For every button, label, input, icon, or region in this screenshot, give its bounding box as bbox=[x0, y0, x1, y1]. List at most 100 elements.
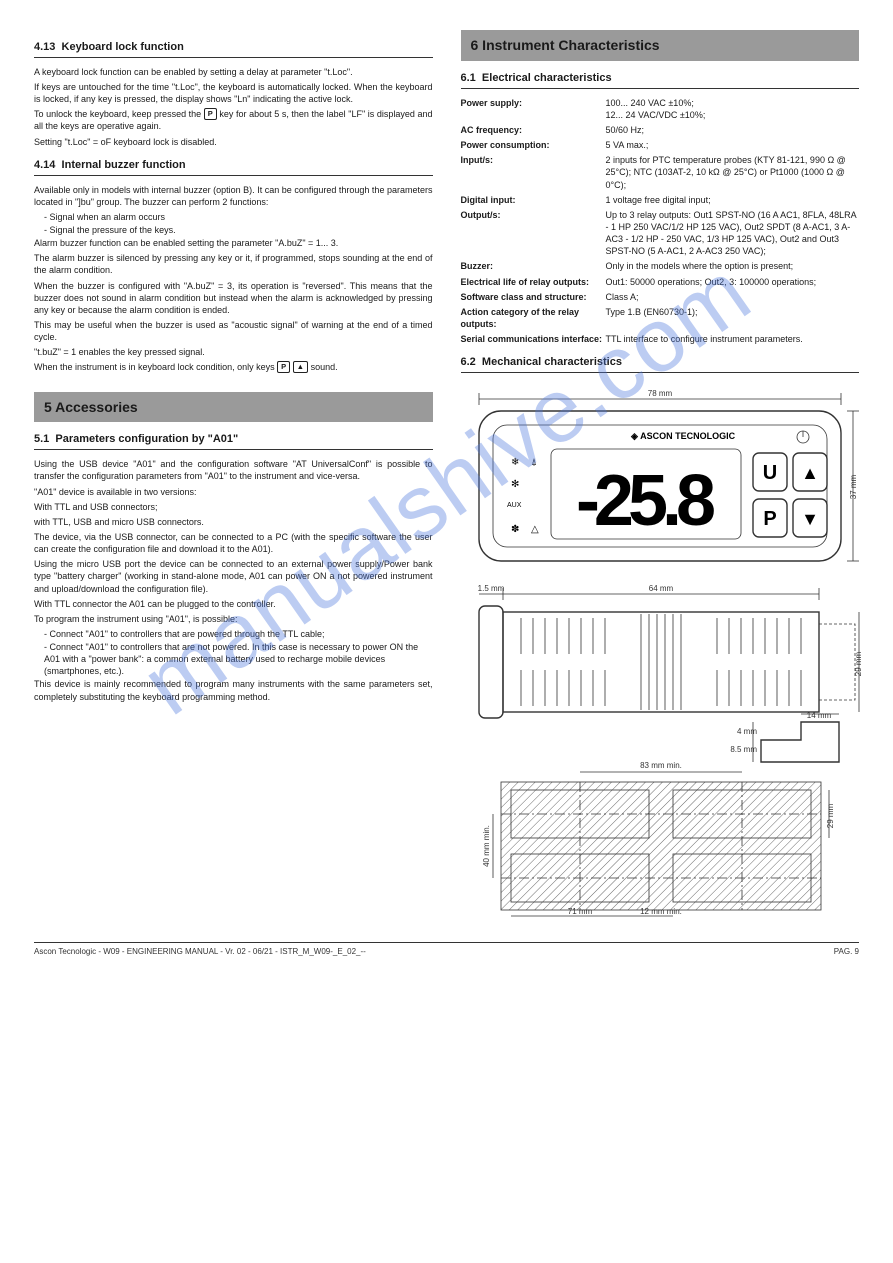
spec-val: Only in the models where the option is p… bbox=[606, 260, 860, 272]
spec-row: AC frequency:50/60 Hz; bbox=[461, 124, 860, 136]
h-num: 6.1 bbox=[461, 72, 476, 84]
spec-key: Electrical life of relay outputs: bbox=[461, 276, 606, 288]
body-text: Alarm buzzer function can be enabled set… bbox=[34, 237, 433, 249]
h-num: 4.14 bbox=[34, 159, 55, 171]
h-num: 4.13 bbox=[34, 41, 55, 53]
alarm-icon: △ bbox=[531, 524, 539, 535]
rule bbox=[461, 88, 860, 89]
key-u: U bbox=[762, 462, 776, 484]
section-6-1-title: 6.1 Electrical characteristics bbox=[461, 71, 860, 86]
spec-key: Digital input: bbox=[461, 194, 606, 206]
spec-row: Electrical life of relay outputs:Out1: 5… bbox=[461, 276, 860, 288]
star-icon: ✽ bbox=[511, 524, 519, 535]
chapter-5-bar: 5 Accessories bbox=[34, 392, 433, 423]
page-footer: Ascon Tecnologic - W09 - ENGINEERING MAN… bbox=[34, 942, 859, 958]
right-column: 6 Instrument Characteristics 6.1 Electri… bbox=[461, 30, 860, 920]
spec-val: Class A; bbox=[606, 291, 860, 303]
spec-row: Serial communications interface:TTL inte… bbox=[461, 333, 860, 345]
h-text: Internal buzzer function bbox=[62, 159, 186, 171]
body-text: The device, via the USB connector, can b… bbox=[34, 531, 433, 555]
bullet-list: Signal when an alarm occurs Signal the p… bbox=[34, 211, 433, 236]
dim-cut-b: 71 mm bbox=[567, 907, 592, 916]
spec-key: Power consumption: bbox=[461, 139, 606, 151]
body-text: With TTL and USB connectors; bbox=[34, 501, 433, 513]
body-text: Available only in models with internal b… bbox=[34, 184, 433, 208]
left-column: 4.13 Keyboard lock function A keyboard l… bbox=[34, 30, 433, 920]
body-text: This may be useful when the buzzer is us… bbox=[34, 319, 433, 343]
spec-row: Input/s:2 inputs for PTC temperature pro… bbox=[461, 154, 860, 190]
spec-key: Power supply: bbox=[461, 97, 606, 121]
section-4-13-title: 4.13 Keyboard lock function bbox=[34, 40, 433, 55]
rule bbox=[34, 175, 433, 176]
bullet-list: Connect "A01" to controllers that are po… bbox=[34, 628, 433, 678]
spec-row: Action category of the relay outputs:Typ… bbox=[461, 306, 860, 330]
body-text: When the instrument is in keyboard lock … bbox=[34, 361, 433, 373]
section-6-2-title: 6.2 Mechanical characteristics bbox=[461, 355, 860, 370]
h-text: Mechanical characteristics bbox=[482, 356, 622, 368]
fan-icon: ✻ bbox=[511, 479, 519, 490]
dim-cut-top: 83 mm min. bbox=[640, 761, 682, 770]
dim-front-h: 37 mm bbox=[849, 475, 858, 500]
body-text: With TTL connector the A01 can be plugge… bbox=[34, 598, 433, 610]
rule bbox=[34, 57, 433, 58]
h-num: 5.1 bbox=[34, 433, 49, 445]
list-item: Signal when an alarm occurs bbox=[44, 211, 433, 223]
h-text: Electrical characteristics bbox=[482, 72, 612, 84]
spec-val: Type 1.B (EN60730-1); bbox=[606, 306, 860, 330]
body-text: with TTL, USB and micro USB connectors. bbox=[34, 516, 433, 528]
spec-key: Input/s: bbox=[461, 154, 606, 190]
txt: When the instrument is in keyboard lock … bbox=[34, 362, 277, 372]
list-item: Signal the pressure of the keys. bbox=[44, 224, 433, 236]
spec-key: AC frequency: bbox=[461, 124, 606, 136]
body-text: Using the USB device "A01" and the confi… bbox=[34, 458, 433, 482]
spec-row: Buzzer:Only in the models where the opti… bbox=[461, 260, 860, 272]
chapter-6-bar: 6 Instrument Characteristics bbox=[461, 30, 860, 61]
body-text: Using the micro USB port the device can … bbox=[34, 558, 433, 594]
spec-val: 5 VA max.; bbox=[606, 139, 860, 151]
dim-front-w: 78 mm bbox=[647, 389, 672, 398]
dim-bezel-depth: 1.5 mm bbox=[477, 584, 504, 593]
body-text: A keyboard lock function can be enabled … bbox=[34, 66, 433, 78]
spec-key: Serial communications interface: bbox=[461, 333, 606, 345]
dim-body-depth: 64 mm bbox=[648, 584, 673, 593]
list-item: Connect "A01" to controllers that are no… bbox=[44, 641, 433, 677]
aux-label: AUX bbox=[507, 502, 522, 509]
keycap-up-icon: ▲ bbox=[293, 361, 308, 373]
spec-key: Action category of the relay outputs: bbox=[461, 306, 606, 330]
mechanical-drawing: 78 mm ◈ ASCON TECNOLOGIC -25.8 ❄ ⍋ ✻ AUX… bbox=[461, 387, 860, 920]
spec-row: Output/s:Up to 3 relay outputs: Out1 SPS… bbox=[461, 209, 860, 258]
spec-val: TTL interface to configure instrument pa… bbox=[606, 333, 860, 345]
key-p: P bbox=[763, 508, 776, 530]
txt: To unlock the keyboard, keep pressed the bbox=[34, 109, 204, 119]
spec-row: Software class and structure:Class A; bbox=[461, 291, 860, 303]
txt: sound. bbox=[311, 362, 338, 372]
h-num: 6.2 bbox=[461, 356, 476, 368]
lcd-value: -25.8 bbox=[575, 461, 713, 541]
drawing-svg: 78 mm ◈ ASCON TECNOLOGIC -25.8 ❄ ⍋ ✻ AUX… bbox=[461, 387, 861, 917]
body-text: "t.buZ" = 1 enables the key pressed sign… bbox=[34, 346, 433, 358]
h-text: Keyboard lock function bbox=[62, 41, 184, 53]
spec-val: Out1: 50000 operations; Out2, 3: 100000 … bbox=[606, 276, 860, 288]
spec-row: Power supply:100... 240 VAC ±10%; 12... … bbox=[461, 97, 860, 121]
spec-key: Output/s: bbox=[461, 209, 606, 258]
section-5-1-title: 5.1 Parameters configuration by "A01" bbox=[34, 432, 433, 447]
spec-key: Buzzer: bbox=[461, 260, 606, 272]
rule bbox=[34, 449, 433, 450]
footer-left: Ascon Tecnologic - W09 - ENGINEERING MAN… bbox=[34, 947, 447, 958]
spec-row: Power consumption:5 VA max.; bbox=[461, 139, 860, 151]
dim-cut-h: 29 mm bbox=[826, 804, 835, 829]
spec-key: Software class and structure: bbox=[461, 291, 606, 303]
spec-val: 100... 240 VAC ±10%; 12... 24 VAC/VDC ±1… bbox=[606, 97, 860, 121]
section-4-14-title: 4.14 Internal buzzer function bbox=[34, 158, 433, 173]
snow-icon: ❄ bbox=[511, 457, 519, 468]
list-item: Connect "A01" to controllers that are po… bbox=[44, 628, 433, 640]
spec-val: 2 inputs for PTC temperature probes (KTY… bbox=[606, 154, 860, 190]
defrost-icon: ⍋ bbox=[531, 457, 537, 468]
spec-list: Power supply:100... 240 VAC ±10%; 12... … bbox=[461, 97, 860, 346]
dim-cut-vgap: 40 mm min. bbox=[482, 825, 491, 867]
body-text: This device is mainly recommended to pro… bbox=[34, 678, 433, 702]
keycap-p-icon: P bbox=[204, 108, 217, 120]
body-text: "A01" device is available in two version… bbox=[34, 486, 433, 498]
dim-cut-b2: 12 mm min. bbox=[640, 907, 682, 916]
body-text: If keys are untouched for the time "t.Lo… bbox=[34, 81, 433, 105]
